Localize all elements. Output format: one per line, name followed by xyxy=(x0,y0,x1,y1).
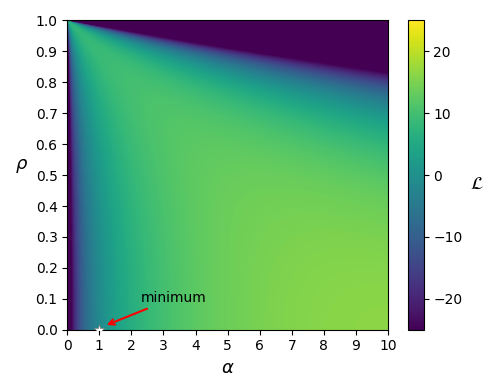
Text: minimum: minimum xyxy=(109,291,207,325)
Y-axis label: $\rho$: $\rho$ xyxy=(15,157,28,175)
X-axis label: $\alpha$: $\alpha$ xyxy=(221,359,234,377)
Y-axis label: $\mathcal{L}$: $\mathcal{L}$ xyxy=(470,175,484,193)
